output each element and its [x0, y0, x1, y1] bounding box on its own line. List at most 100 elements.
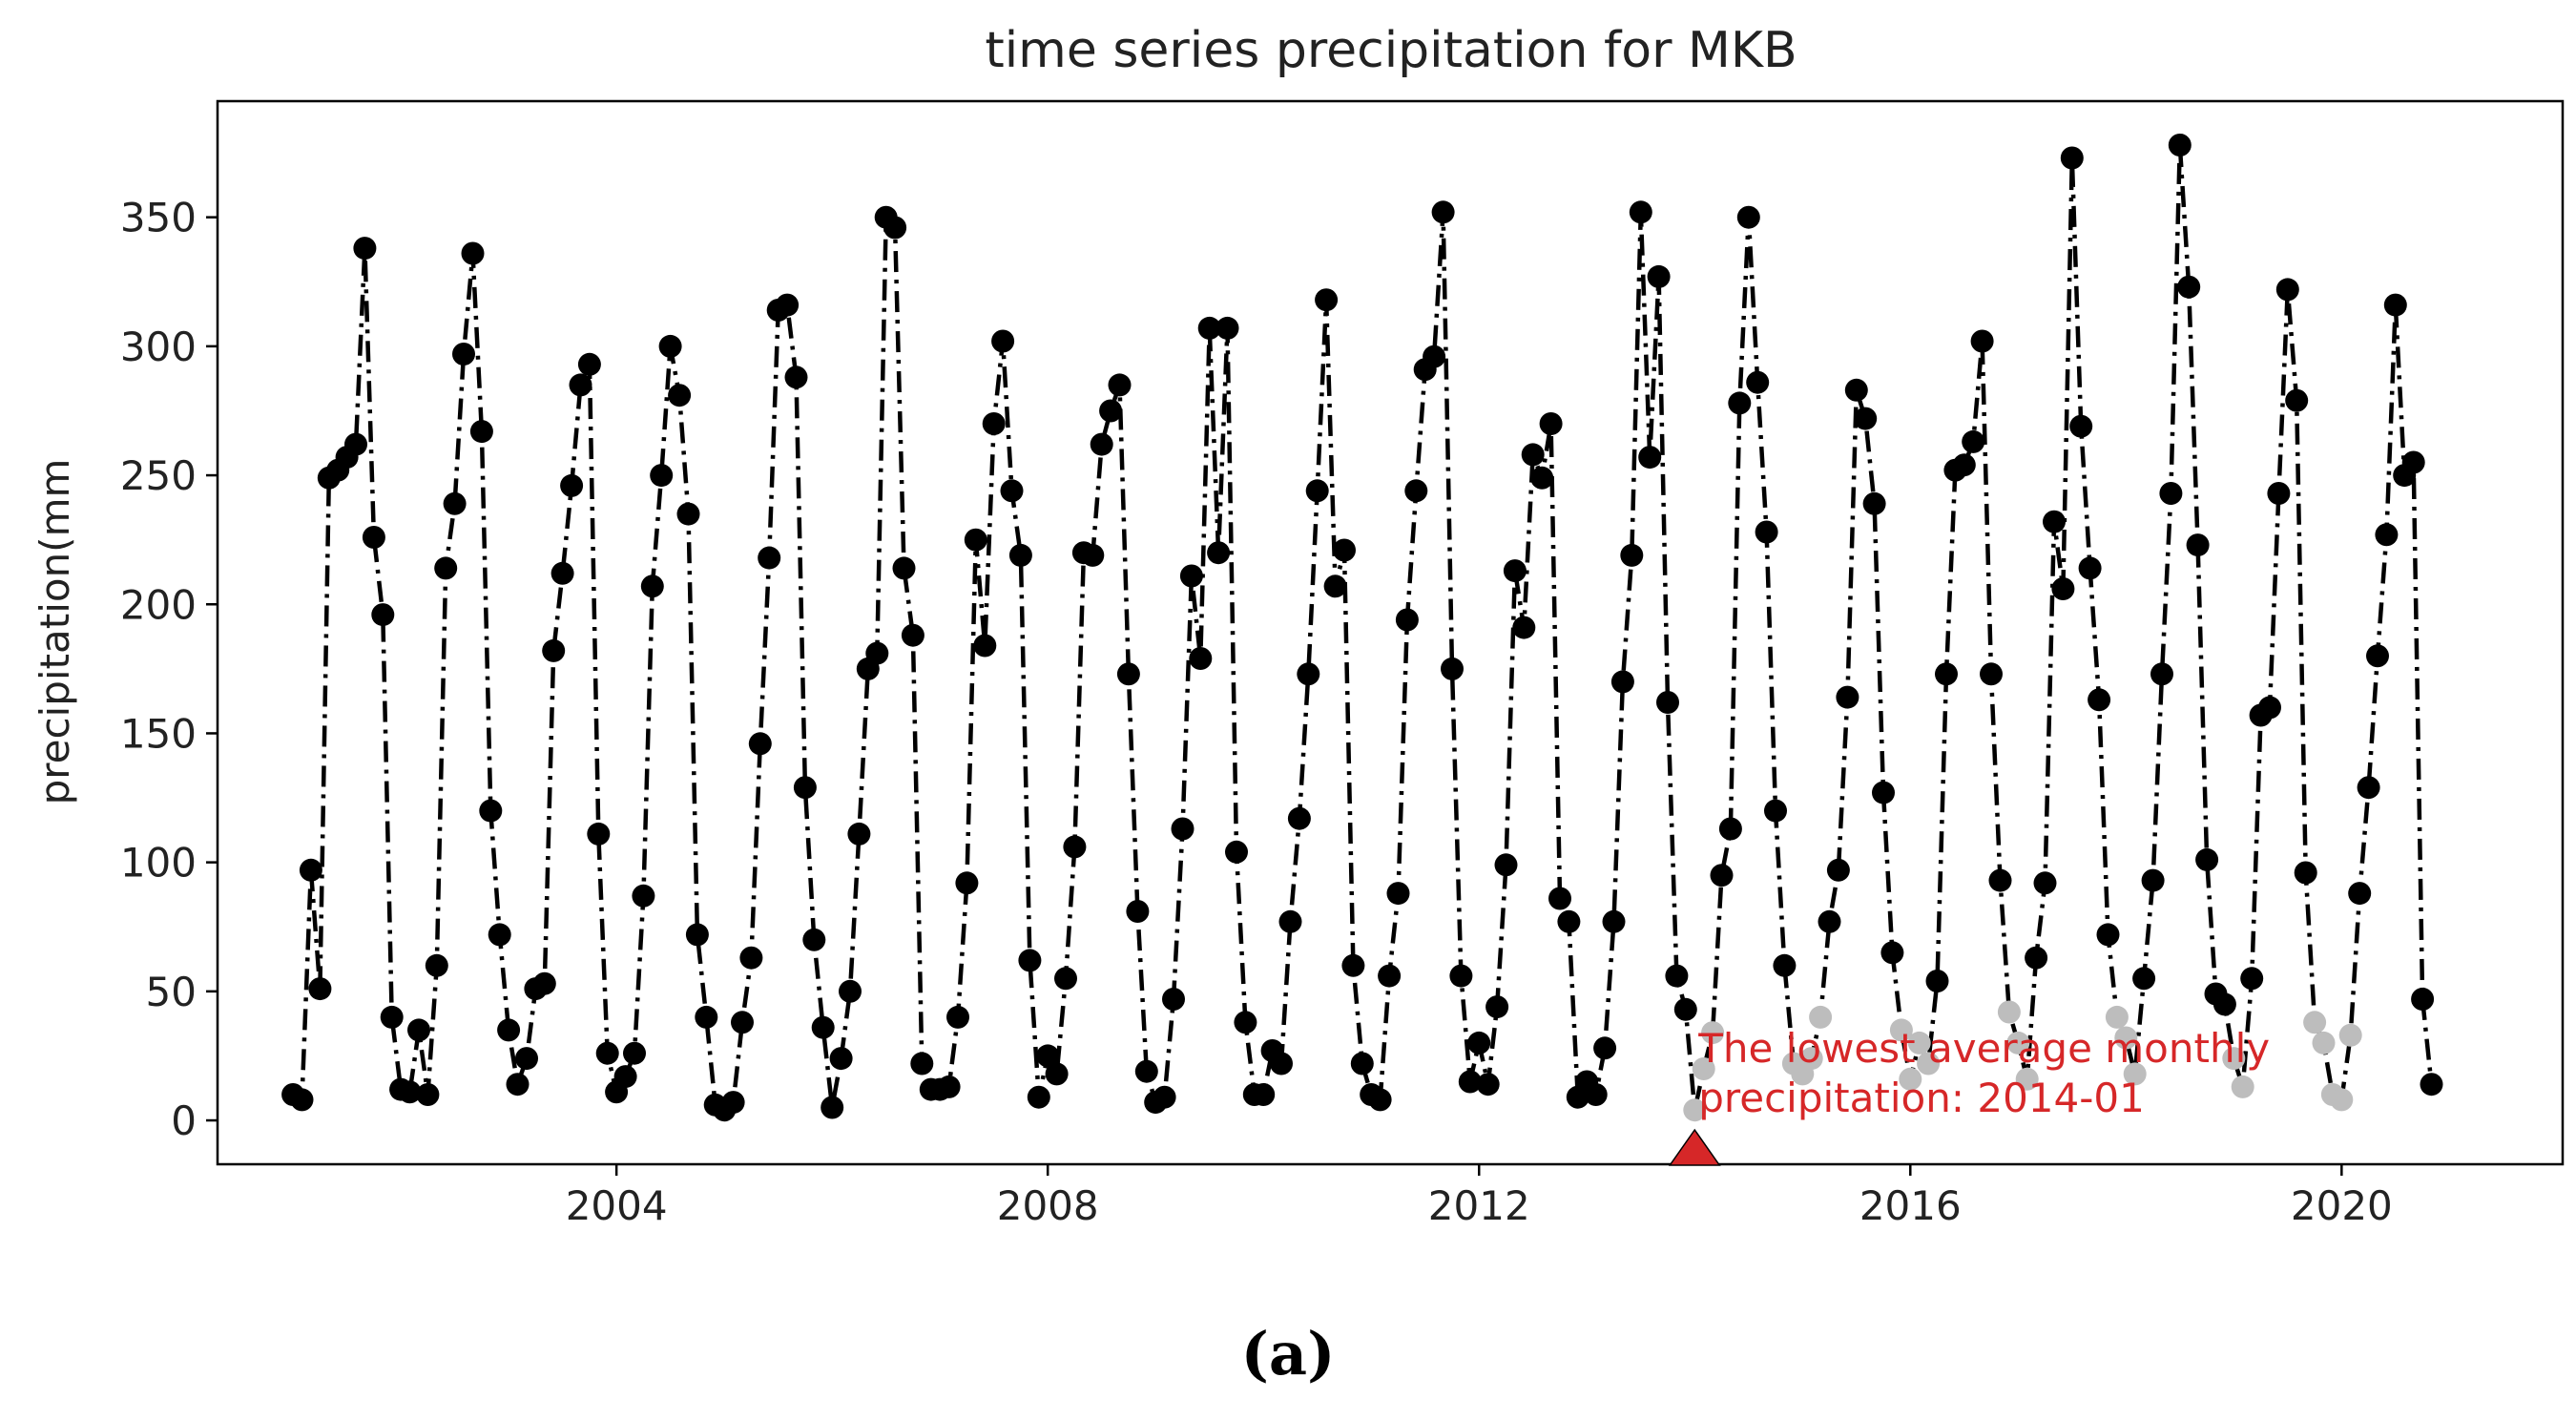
data-point [344, 432, 367, 456]
x-tick-label: 2004 [566, 1182, 668, 1229]
data-point [2231, 1075, 2254, 1098]
data-point [2078, 556, 2102, 580]
data-point [469, 420, 493, 444]
data-point [2150, 662, 2173, 686]
data-point [2411, 988, 2435, 1011]
data-point [1027, 1085, 1050, 1109]
data-point [865, 641, 889, 665]
y-axis: 0 50 100 150 200 250 300 350 [120, 195, 218, 1144]
data-point [1467, 1031, 1491, 1055]
data-point [1917, 1052, 1941, 1075]
data-point [2043, 510, 2066, 533]
data-point [1826, 858, 1850, 882]
data-point [1683, 1098, 1707, 1122]
data-point [982, 412, 1006, 435]
data-point [1602, 909, 1626, 933]
data-point [640, 574, 664, 598]
data-point [1638, 446, 1662, 470]
y-tick-label: 250 [120, 452, 197, 499]
data-point [1854, 407, 1878, 430]
data-point [1297, 662, 1320, 686]
x-axis: 2004 2008 2012 2016 2020 [566, 1164, 2393, 1229]
data-point [910, 1052, 934, 1075]
data-point [2123, 1062, 2147, 1086]
data-point [2275, 278, 2299, 302]
data-point [668, 384, 692, 407]
data-point [1907, 1031, 1931, 1055]
data-point [901, 623, 924, 647]
data-point [1593, 1036, 1617, 1060]
data-point [1378, 964, 1402, 988]
data-point [2401, 450, 2425, 474]
y-tick-label: 350 [120, 195, 197, 241]
data-point [2195, 847, 2219, 871]
data-point [1872, 781, 1895, 804]
data-point [1386, 882, 1410, 906]
data-point [2060, 146, 2084, 170]
data-point [1962, 429, 1985, 453]
lowest-month-annotation: The lowest average monthly precipitation:… [1697, 1025, 2270, 1121]
data-point [542, 638, 566, 662]
data-point [883, 216, 907, 240]
data-point [1503, 559, 1527, 583]
data-point [1476, 1073, 1500, 1096]
data-point [2303, 1011, 2327, 1034]
data-point [1656, 691, 1679, 714]
data-point [1045, 1062, 1069, 1086]
y-tick-label: 300 [120, 324, 197, 370]
data-point [847, 822, 871, 846]
plot-area [216, 99, 2565, 1166]
data-point [1799, 1047, 1823, 1071]
data-point [676, 502, 700, 526]
data-point [1054, 967, 1077, 991]
data-point [784, 365, 808, 389]
data-point [1179, 564, 1203, 588]
data-point [1548, 887, 1571, 910]
data-point [892, 556, 916, 580]
data-point [964, 528, 987, 552]
data-point [1000, 479, 1024, 503]
data-point [2294, 861, 2317, 885]
data-point [731, 1011, 754, 1034]
data-point [1423, 345, 1446, 368]
data-point [1755, 520, 1778, 544]
data-point [595, 1041, 619, 1065]
data-point [1620, 543, 1644, 567]
data-point [1818, 909, 1841, 933]
data-point [1728, 391, 1752, 415]
data-point [2258, 696, 2281, 720]
annotation-line: The lowest average monthly [1697, 1025, 2270, 1072]
data-point [2033, 871, 2057, 895]
data-point [407, 1018, 430, 1042]
data-point [1844, 378, 1868, 402]
data-point [2168, 134, 2192, 157]
data-point [1647, 264, 1671, 288]
data-point [1952, 453, 1976, 477]
data-point [632, 884, 655, 908]
data-point [2132, 967, 2156, 991]
data-point [1081, 543, 1105, 567]
data-point [613, 1065, 637, 1089]
data-point [434, 556, 458, 580]
data-point [299, 858, 322, 882]
x-tick-label: 2016 [1859, 1182, 1962, 1229]
y-tick-label: 150 [120, 710, 197, 757]
data-point [2141, 868, 2165, 892]
data-point [1665, 964, 1689, 988]
data-point [2096, 923, 2120, 947]
data-point [793, 776, 817, 800]
data-point [2212, 992, 2236, 1016]
data-point [2222, 1047, 2246, 1071]
chart-title: time series precipitation for MKB [985, 22, 1797, 79]
data-point [1018, 949, 1042, 972]
data-point [1521, 443, 1545, 467]
data-point [479, 799, 503, 823]
series-markers [281, 134, 2443, 1122]
data-point [1980, 662, 2003, 686]
data-point [1197, 316, 1221, 340]
data-point [1746, 370, 1770, 394]
data-point [1692, 1057, 1715, 1080]
data-point [1116, 662, 1140, 686]
y-axis-label: precipitation(mm [31, 459, 78, 805]
data-point [1252, 1083, 1276, 1106]
